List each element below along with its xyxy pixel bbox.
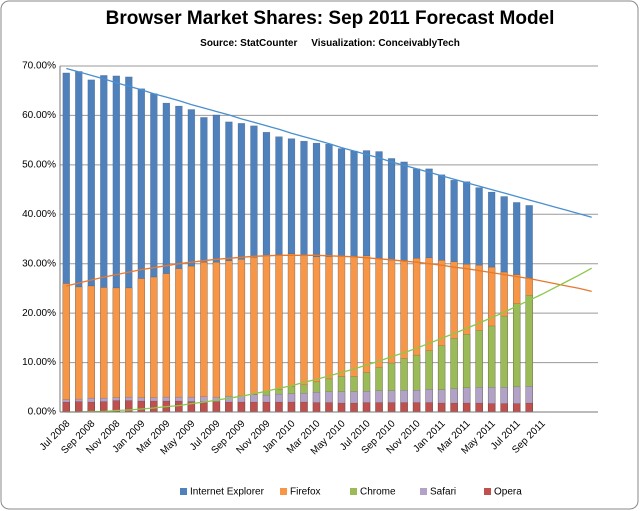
bar [87,401,95,413]
legend-swatch [350,488,357,495]
y-tick-label: 60.00% [22,110,56,121]
bar [262,255,271,413]
bar [387,402,396,413]
chart-subtitle: Source: StatCounter Visualization: Conce… [200,38,460,49]
legend-label: Opera [494,487,522,498]
bar [75,401,83,413]
bar [475,402,483,413]
legend-label: Safari [430,487,456,498]
bar [75,286,83,413]
bar [437,402,446,413]
chart-title: Browser Market Shares: Sep 2011 Forecast… [106,8,555,29]
bar [525,402,533,413]
y-tick-label: 30.00% [22,258,56,269]
bar [212,401,221,413]
legend-swatch [180,488,187,495]
bar [375,402,383,413]
bar [362,402,371,413]
bar [325,402,333,413]
legend-swatch [484,488,491,495]
bar [425,402,433,413]
trendline [66,267,593,413]
bar [87,285,95,413]
bar [262,401,271,413]
bar [150,276,158,413]
bar [162,273,171,413]
bar [450,402,458,413]
y-tick-label: 20.00% [22,308,56,319]
y-tick-label: 40.00% [22,209,56,220]
bar [212,261,221,413]
trendline [66,254,592,293]
y-tick-label: 70.00% [22,61,56,72]
bar [462,402,471,413]
bar [487,403,496,413]
bar [62,401,70,413]
y-tick-label: 10.00% [22,357,56,368]
bar [350,402,358,413]
bar [100,401,108,413]
bar [200,261,208,413]
bar [237,259,246,413]
bar [500,403,508,413]
legend-label: Internet Explorer [190,487,265,498]
legend: Internet Explorer Firefox Chrome Safari Oper… [180,487,522,498]
bar [150,400,158,413]
bar [312,402,321,413]
bar [412,402,421,413]
legend-label: Firefox [290,487,321,498]
trendline [66,67,592,218]
bar [125,287,133,413]
bar [275,401,283,413]
bar [175,400,183,413]
bar [287,401,296,413]
y-tick-label: 0.00% [28,407,56,418]
bar [137,278,146,413]
bar [237,401,246,413]
bar [250,257,258,413]
bar [100,287,108,413]
bar [225,401,233,413]
legend-label: Chrome [360,487,396,498]
legend-swatch [420,488,427,495]
bar [400,402,408,413]
bar [62,283,70,413]
bar [512,403,521,413]
bar [112,287,120,413]
bar [200,401,208,413]
bar [187,265,196,413]
bar [300,401,308,413]
bar [337,402,346,413]
bar [225,260,233,413]
bar [137,400,146,413]
bar [250,401,258,413]
legend-swatch [280,488,287,495]
y-tick-label: 50.00% [22,159,56,170]
bar [175,268,183,413]
